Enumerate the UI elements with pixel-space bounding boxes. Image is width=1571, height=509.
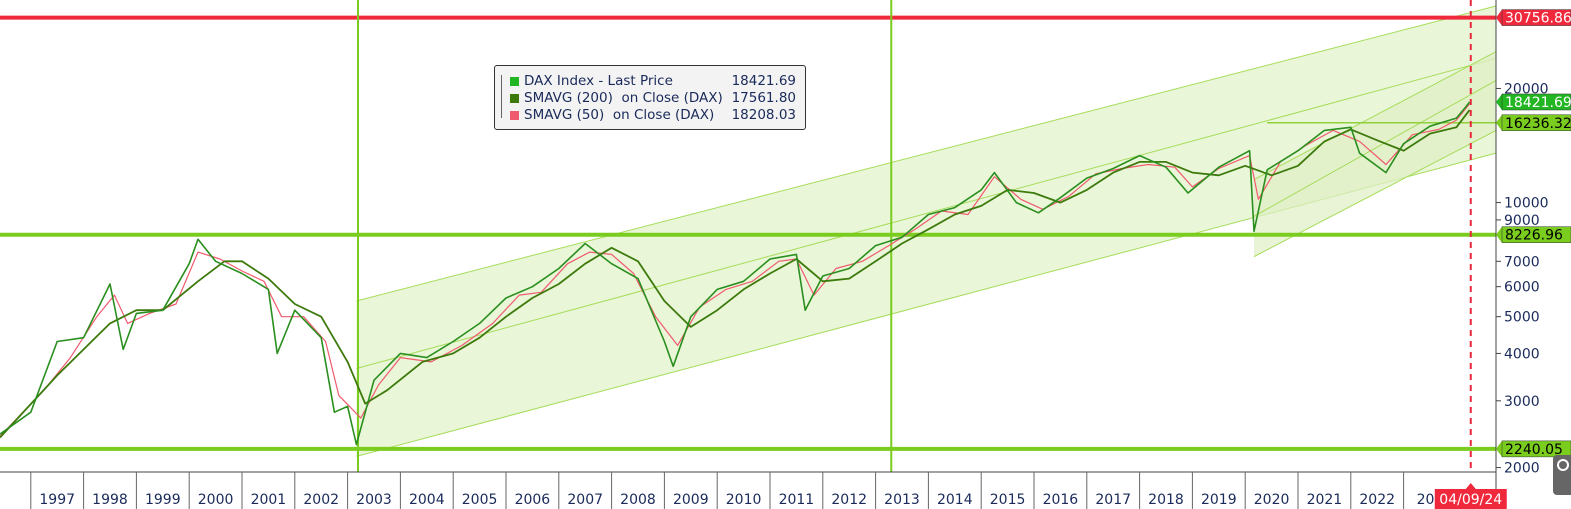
- x-tick-label: 2010: [726, 492, 762, 508]
- price-tag-arrow: [1496, 93, 1502, 110]
- x-tick-label: 2008: [620, 492, 656, 508]
- y-tick-label: 3000: [1504, 394, 1540, 410]
- horizontal-lines: [0, 15, 1496, 451]
- price-tag-box: [1501, 93, 1571, 111]
- series-line: [0, 103, 1471, 437]
- y-tick-label: 2000: [1504, 461, 1540, 477]
- x-tick-label: 2013: [884, 492, 920, 508]
- price-tag-box: [1501, 9, 1571, 26]
- x-tick-label: 2001: [251, 492, 287, 508]
- x-tick-label: 2011: [779, 492, 815, 508]
- x-tick-label: 2007: [567, 492, 603, 508]
- legend: DAX Index - Last Price 18421.69 SMAVG (2…: [494, 65, 806, 130]
- x-tick-label: 2019: [1201, 492, 1237, 508]
- legend-tree-icon: [501, 75, 506, 118]
- price-tags: 30756.86 8226.96 2240.05 18421.69 16236.32 04…: [1434, 9, 1571, 509]
- vertical-lines: [356, 0, 1472, 472]
- y-tick-label: 5000: [1504, 310, 1540, 326]
- legend-label: DAX Index - Last Price: [524, 73, 673, 89]
- price-tag-box: [1501, 226, 1571, 243]
- price-tag-label: 2240.05: [1505, 442, 1563, 458]
- price-tag-arrow: [1496, 114, 1502, 131]
- y-tick-label: 9000: [1504, 213, 1540, 229]
- y-tick-label: 7000: [1504, 254, 1540, 270]
- legend-item-sma50[interactable]: SMAVG (50) on Close (DAX) 18208.03: [510, 107, 800, 124]
- x-tick-label: 2018: [1148, 492, 1184, 508]
- x-tick-label: 2012: [831, 492, 867, 508]
- price-tag-box: [1501, 440, 1571, 458]
- price-tag-arrow: [1496, 9, 1502, 26]
- channel-upper-line: [356, 5, 1497, 302]
- legend-item-last-price[interactable]: DAX Index - Last Price 18421.69: [510, 73, 800, 90]
- channel-middle-line: [1253, 79, 1497, 217]
- x-tick-label: 2009: [673, 492, 709, 508]
- legend-value: 17561.80: [731, 90, 796, 106]
- legend-swatch: [510, 77, 519, 86]
- x-tick-label: 2003: [356, 492, 392, 508]
- price-tag-label: 18421.69: [1505, 95, 1571, 111]
- x-tick-label: 2022: [1359, 492, 1395, 508]
- price-tag-arrow: [1496, 440, 1502, 457]
- price-tag-label: 30756.86: [1505, 11, 1571, 27]
- x-tick-label: 1997: [39, 492, 75, 508]
- panel-toggle-icon: [1557, 459, 1569, 471]
- series-line: [0, 109, 1471, 439]
- x-tick-label: 2002: [303, 492, 339, 508]
- x-tick-label: 2017: [1095, 492, 1131, 508]
- price-series: [0, 101, 1471, 446]
- channel-upper-line: [1253, 51, 1497, 181]
- legend-swatch: [510, 111, 519, 120]
- price-tag-box: [1501, 114, 1571, 132]
- x-tick-label: 2021: [1307, 492, 1343, 508]
- x-tick-label: 1999: [145, 492, 181, 508]
- x-tick-label: 2015: [990, 492, 1026, 508]
- legend-swatch: [510, 94, 519, 103]
- x-tick-label: 2020: [1254, 492, 1290, 508]
- series-line: [0, 101, 1471, 446]
- x-tick-label: 2006: [515, 492, 551, 508]
- price-tag-label: 16236.32: [1505, 116, 1571, 132]
- date-label-arrow: [1465, 483, 1476, 489]
- x-tick-label: 2004: [409, 492, 445, 508]
- x-tick-label: 2016: [1043, 492, 1079, 508]
- legend-value: 18208.03: [731, 107, 796, 123]
- y-tick-label: 6000: [1504, 280, 1540, 296]
- date-label: 04/09/24: [1439, 492, 1502, 508]
- price-tag-arrow: [1496, 226, 1502, 243]
- y-tick-label: 20000: [1504, 81, 1549, 97]
- side-panel-tab[interactable]: [1553, 455, 1571, 495]
- y-tick-label: 4000: [1504, 346, 1540, 362]
- x-tick-label: 2005: [462, 492, 498, 508]
- x-tick-label: 1998: [92, 492, 128, 508]
- y-tick-label: 10000: [1504, 196, 1549, 212]
- date-label-box: [1434, 489, 1507, 509]
- price-tag-label: 8226.96: [1505, 228, 1563, 244]
- legend-item-sma200[interactable]: SMAVG (200) on Close (DAX) 17561.80: [510, 90, 800, 107]
- x-tick-label: 2000: [198, 492, 234, 508]
- x-tick-label: 2014: [937, 492, 973, 508]
- channel-middle-line: [356, 57, 1497, 369]
- legend-label: SMAVG (200) on Close (DAX): [524, 90, 723, 106]
- legend-value: 18421.69: [731, 73, 796, 89]
- legend-label: SMAVG (50) on Close (DAX): [524, 107, 715, 123]
